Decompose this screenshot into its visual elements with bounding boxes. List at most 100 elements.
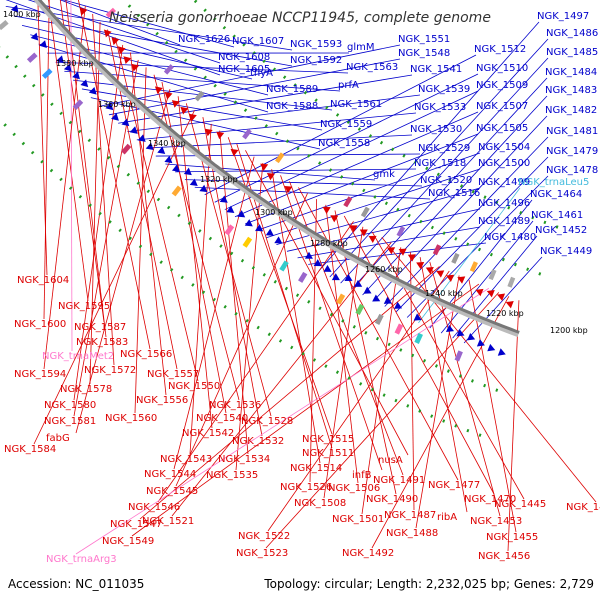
forward-leader-line	[245, 133, 479, 225]
forward-gene-arrow-4	[476, 339, 485, 347]
tick-label: 1340 kbp	[148, 139, 186, 148]
forward-gene-arrow-68	[80, 79, 89, 88]
reverse-gene-label: NGK_1528	[241, 416, 293, 427]
forward-gene-label: NGK_1541	[410, 64, 462, 75]
reverse-gene-arrow-41	[260, 163, 269, 171]
forward-gene-label: NGK_1607	[232, 36, 284, 47]
reverse-gene-label: NGK_1566	[120, 349, 172, 360]
reverse-leader-line	[410, 252, 415, 511]
reverse-leader-line	[75, 287, 490, 555]
reverse-gene-arrow-74	[79, 7, 88, 16]
reverse-gene-label: NGK_1572	[84, 365, 136, 376]
forward-gene-arrow-32	[304, 251, 313, 259]
reverse-gene-arrow-65	[123, 56, 132, 64]
reverse-gene-label: NGK_1550	[168, 381, 220, 392]
reverse-gene-arrow-5	[486, 289, 495, 298]
reverse-gene-arrow-24	[368, 235, 377, 243]
forward-gene-arrow-45	[199, 184, 208, 193]
reverse-gene-label: NGK_1587	[74, 322, 126, 333]
reverse-leader-line	[325, 204, 359, 484]
forward-gene-arrow-51	[164, 155, 173, 164]
forward-leader-line	[194, 186, 431, 200]
reverse-leader-line	[189, 123, 212, 455]
cog-block-fwd-105	[279, 260, 289, 272]
forward-leader-line	[30, 34, 269, 96]
cog-block-rev-95	[451, 252, 460, 264]
reverse-gene-arrow-52	[188, 113, 197, 122]
forward-leader-line	[214, 73, 479, 203]
forward-gene-label: NGK_1481	[546, 126, 598, 137]
forward-gene-arrow-50	[171, 164, 180, 172]
reverse-leader-line	[43, 0, 50, 320]
cog-block-rev-116	[105, 7, 117, 18]
tick-label: 1380 kbp	[56, 59, 94, 68]
forward-gene-label: NGK_1509	[476, 80, 528, 91]
reverse-gene-label: NGK_1535	[206, 470, 258, 481]
forward-leader-line	[452, 235, 538, 339]
forward-gene-arrow-63	[105, 102, 114, 111]
forward-gene-arrow-38	[244, 219, 253, 227]
reverse-gene-label: nusA	[378, 455, 403, 466]
reverse-gene-label: NGK_1506	[328, 483, 380, 494]
reverse-leader-line	[75, 89, 171, 434]
reverse-gene-arrow-69	[111, 37, 120, 46]
reverse-gene-label: NGK_1491	[373, 475, 425, 486]
reverse-leader-line	[381, 236, 597, 503]
reverse-gene-label: fabG	[46, 433, 70, 444]
forward-leader-line	[118, 74, 413, 124]
forward-gene-arrow-48	[183, 167, 192, 176]
cog-block-fwd-115	[41, 68, 53, 79]
reverse-gene-label: NGK_1532	[232, 436, 284, 447]
reverse-gene-label: NGK_1604	[17, 275, 69, 286]
reverse-gene-arrow-28	[349, 225, 358, 233]
forward-gene-label: NGK_1589	[266, 84, 318, 95]
reverse-gene-label: NGK_1453	[470, 516, 522, 527]
reverse-gene-arrow-44	[230, 148, 239, 157]
forward-gene-arrow-0	[497, 348, 506, 356]
forward-leader-line	[136, 112, 417, 141]
forward-gene-arrow-57	[137, 134, 146, 142]
forward-gene-label: NGK_1563	[346, 62, 398, 73]
reverse-leader-line	[139, 266, 440, 520]
map-title: Neisseria gonorrhoeae NCCP11945, complet…	[109, 10, 491, 26]
cog-block-rev-100	[396, 226, 406, 238]
reverse-gene-arrow-21	[387, 247, 396, 255]
forward-gene-arrow-27	[331, 273, 340, 281]
reverse-gene-label: NGK_1594	[14, 369, 66, 380]
forward-gene-arrow-55	[145, 142, 154, 151]
forward-gene-label: NGK_1518	[414, 158, 466, 169]
forward-gene-label: thyA	[250, 68, 273, 79]
reverse-gene-label: NGK_1549	[102, 536, 154, 547]
cog-block-fwd-110	[171, 185, 182, 197]
forward-gene-label: NGK_1608	[218, 52, 270, 63]
forward-gene-label: NGK_1504	[478, 142, 530, 153]
reverse-gene-label: NGK_1583	[76, 337, 128, 348]
forward-leader-line	[55, 61, 349, 74]
reverse-gene-arrow-33	[322, 206, 331, 214]
reverse-gene-label: NGK_1556	[136, 395, 188, 406]
reverse-leader-line	[298, 187, 459, 481]
forward-leader-line	[165, 163, 376, 181]
reverse-leader-line	[245, 150, 409, 456]
forward-leader-line	[340, 57, 549, 284]
forward-leader-line	[329, 38, 549, 278]
reverse-gene-label: NGK_1534	[218, 454, 270, 465]
forward-gene-arrow-59	[129, 126, 138, 134]
forward-gene-arrow-46	[189, 178, 198, 187]
reverse-leader-line	[265, 292, 500, 549]
forward-gene-arrow-35	[265, 228, 274, 236]
reverse-leader-line	[173, 156, 255, 470]
tick-label: 1320 kbp	[200, 175, 238, 184]
genome-summary-text: Topology: circular; Length: 2,232,025 bp…	[263, 577, 594, 591]
forward-gene-arrow-16	[394, 301, 403, 309]
reverse-gene-label: NGK_1557	[147, 369, 199, 380]
forward-gene-arrow-25	[344, 273, 353, 281]
reverse-gene-arrow-49	[204, 128, 213, 137]
forward-leader-line	[351, 77, 548, 290]
reverse-gene-arrow-39	[266, 172, 275, 181]
reverse-gene-label: NGK_1477	[428, 480, 480, 491]
cog-block-fwd-114	[72, 99, 84, 110]
cog-block-fwd-107	[224, 224, 235, 236]
reverse-gene-arrow-12	[436, 270, 445, 278]
